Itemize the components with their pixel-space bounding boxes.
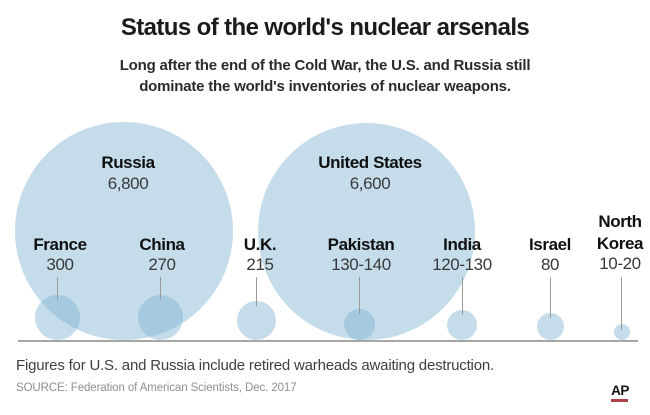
label-uk: U.K. 215 <box>243 234 277 274</box>
bubble-china <box>138 295 183 340</box>
source-line: SOURCE: Federation of American Scientist… <box>16 382 297 394</box>
leader-line-israel <box>550 277 551 318</box>
footnote: Figures for U.S. and Russia include reti… <box>16 357 494 374</box>
label-pakistan: Pakistan 130-140 <box>328 234 395 273</box>
country-value: 130-140 <box>331 255 391 274</box>
leader-line-north-korea <box>621 277 622 330</box>
label-israel: Israel 80 <box>529 234 571 273</box>
country-name: United States <box>318 153 422 172</box>
leader-line-france <box>57 277 58 300</box>
subtitle-line-2: dominate the world's inventories of nucl… <box>139 78 511 95</box>
bubble-russia <box>15 122 233 340</box>
label-north-korea: North Korea 10-20 <box>591 211 649 272</box>
label-france: France 300 <box>33 234 87 274</box>
leader-line-pakistan <box>359 277 360 314</box>
bubble-u-k- <box>237 301 276 340</box>
subtitle: Long after the end of the Cold War, the … <box>0 55 650 97</box>
bubble-france <box>35 295 80 340</box>
leader-line-india <box>462 277 463 315</box>
country-name: France <box>33 235 87 254</box>
country-name: Israel <box>528 235 572 254</box>
label-india: India 120-130 <box>432 234 492 273</box>
country-name: North Korea <box>596 212 644 253</box>
country-value: 120-130 <box>432 255 492 274</box>
page-title: Status of the world's nuclear arsenals <box>120 14 530 41</box>
ap-logo-underline <box>611 399 628 402</box>
country-value: 215 <box>246 255 274 274</box>
bubble-india <box>447 310 477 340</box>
subtitle-line-1: Long after the end of the Cold War, the … <box>119 57 531 74</box>
ap-logo: AP <box>610 383 630 402</box>
country-value: 80 <box>540 255 560 274</box>
label-united-states: United States 6,600 <box>318 151 422 193</box>
bubble-united-states <box>258 123 475 340</box>
leader-line-china <box>160 277 161 300</box>
ap-logo-text: AP <box>611 383 629 398</box>
country-name: China <box>139 235 185 254</box>
country-name: Russia <box>101 153 155 172</box>
country-value: 270 <box>148 255 176 274</box>
label-russia: Russia 6,800 <box>101 151 155 193</box>
label-china: China 270 <box>139 234 185 274</box>
baseline <box>18 340 638 342</box>
leader-line-u-k- <box>256 277 257 306</box>
bubble-north-korea <box>613 324 630 340</box>
country-name: Pakistan <box>327 235 395 254</box>
country-value: 300 <box>46 255 74 274</box>
country-value: 10-20 <box>599 254 641 273</box>
country-name: India <box>443 235 481 254</box>
country-value: 6,600 <box>349 174 391 193</box>
country-name: U.K. <box>243 235 277 254</box>
country-value: 6,800 <box>107 174 149 193</box>
bubble-pakistan <box>344 309 375 340</box>
